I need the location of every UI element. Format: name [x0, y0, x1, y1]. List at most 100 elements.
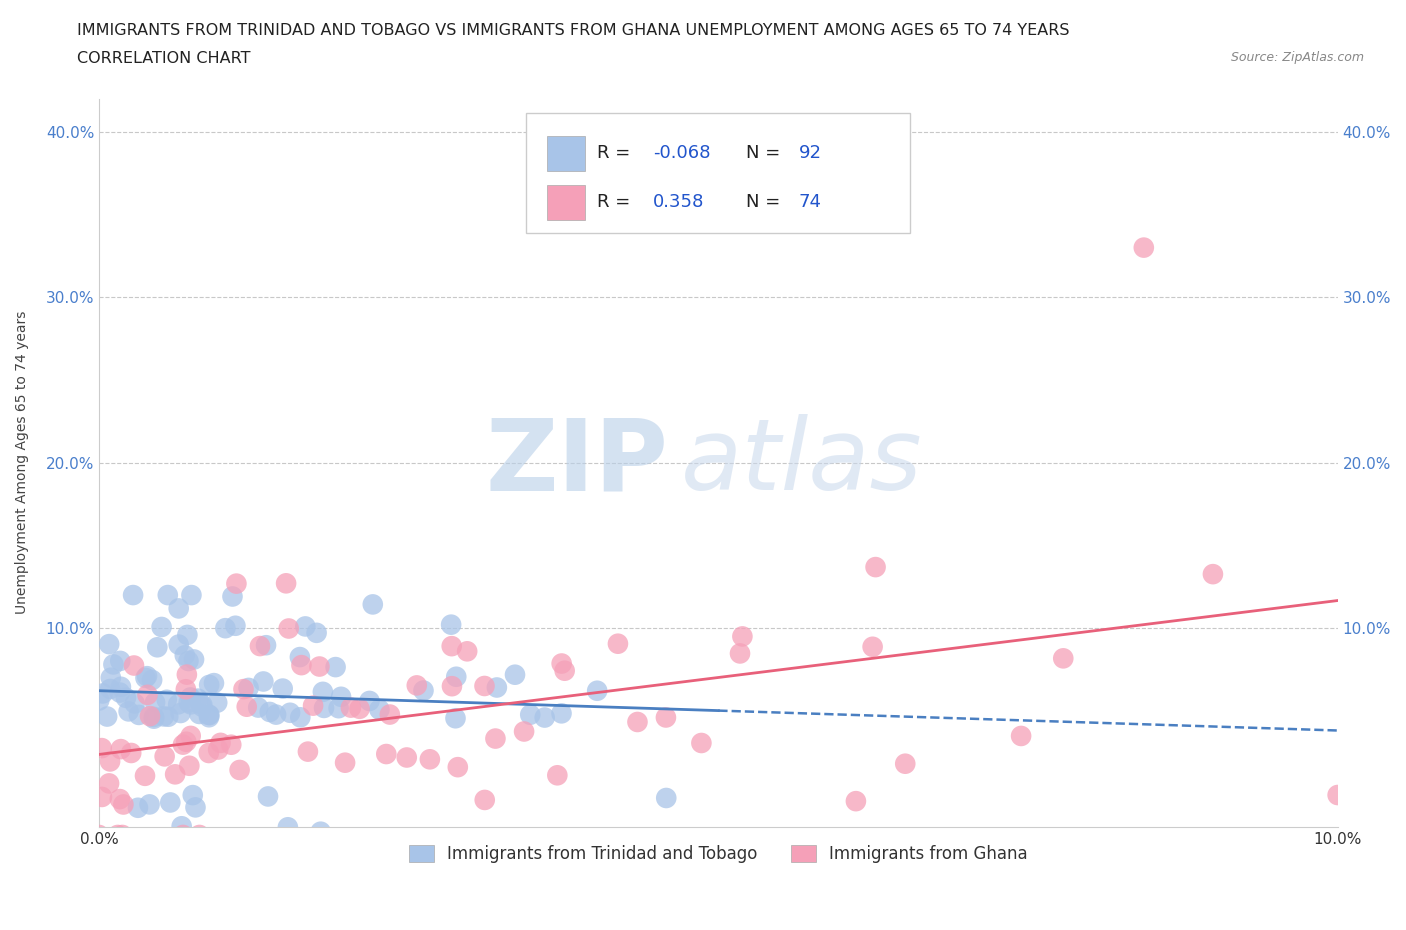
- Point: [412, 684, 434, 698]
- Point: [290, 658, 312, 672]
- Point: [91, 686, 114, 701]
- Point: [395, 751, 418, 765]
- Point: [228, 763, 250, 777]
- Point: [136, 687, 159, 702]
- Point: [115, 690, 138, 705]
- Point: [167, 697, 190, 711]
- Point: [134, 768, 156, 783]
- Point: [179, 758, 201, 773]
- Point: [198, 708, 221, 723]
- Point: [98, 754, 121, 769]
- Point: [277, 820, 299, 835]
- Point: [312, 684, 335, 699]
- Text: -0.068: -0.068: [652, 144, 710, 163]
- Point: [626, 714, 648, 729]
- Point: [546, 768, 568, 783]
- Point: [219, 737, 242, 752]
- Point: [440, 639, 463, 654]
- Point: [485, 680, 508, 695]
- Point: [419, 751, 441, 766]
- Point: [224, 618, 246, 633]
- Point: [169, 706, 191, 721]
- Text: atlas: atlas: [681, 414, 922, 512]
- Point: [152, 709, 174, 724]
- Point: [474, 679, 496, 694]
- Point: [138, 797, 160, 812]
- Point: [309, 824, 332, 839]
- Point: [98, 637, 121, 652]
- Point: [191, 698, 214, 712]
- Text: ZIP: ZIP: [486, 414, 669, 512]
- Point: [122, 658, 145, 673]
- Point: [312, 700, 335, 715]
- Point: [98, 682, 121, 697]
- Point: [197, 746, 219, 761]
- Point: [288, 650, 311, 665]
- Point: [170, 818, 193, 833]
- Point: [1052, 651, 1074, 666]
- Point: [278, 705, 301, 720]
- Point: [98, 776, 121, 790]
- Point: [87, 828, 110, 843]
- Point: [297, 744, 319, 759]
- Point: [110, 742, 132, 757]
- Point: [550, 706, 572, 721]
- Point: [103, 657, 125, 671]
- Point: [359, 694, 381, 709]
- Point: [456, 644, 478, 658]
- Point: [349, 701, 371, 716]
- Point: [89, 693, 111, 708]
- Point: [165, 767, 187, 782]
- Point: [96, 709, 118, 724]
- Point: [180, 697, 202, 711]
- Point: [91, 790, 114, 804]
- Point: [108, 791, 131, 806]
- Text: R =: R =: [598, 144, 636, 163]
- Point: [111, 828, 134, 843]
- Point: [728, 646, 751, 661]
- Point: [198, 710, 221, 724]
- Point: [159, 795, 181, 810]
- Text: 74: 74: [799, 193, 823, 211]
- Point: [731, 629, 754, 644]
- Point: [862, 639, 884, 654]
- Point: [264, 707, 287, 722]
- Point: [176, 667, 198, 682]
- Point: [894, 756, 917, 771]
- Point: [167, 637, 190, 652]
- Point: [184, 800, 207, 815]
- Point: [156, 588, 179, 603]
- Point: [156, 692, 179, 707]
- FancyBboxPatch shape: [526, 113, 910, 233]
- Point: [157, 710, 180, 724]
- Point: [198, 708, 221, 723]
- Point: [176, 628, 198, 643]
- Point: [340, 700, 363, 715]
- Point: [172, 828, 194, 843]
- Point: [328, 700, 350, 715]
- Point: [134, 671, 156, 685]
- Point: [249, 639, 271, 654]
- Point: [302, 698, 325, 713]
- Point: [187, 691, 209, 706]
- Point: [110, 679, 132, 694]
- Point: [141, 672, 163, 687]
- Point: [368, 702, 391, 717]
- Point: [655, 790, 678, 805]
- Y-axis label: Unemployment Among Ages 65 to 74 years: Unemployment Among Ages 65 to 74 years: [15, 311, 30, 615]
- Point: [205, 696, 228, 711]
- Text: CORRELATION CHART: CORRELATION CHART: [77, 51, 250, 66]
- Point: [1010, 728, 1032, 743]
- Point: [308, 659, 330, 674]
- Point: [153, 749, 176, 764]
- Point: [513, 724, 536, 739]
- Point: [107, 828, 129, 843]
- Point: [440, 618, 463, 632]
- Point: [1326, 788, 1348, 803]
- Point: [554, 663, 576, 678]
- Point: [181, 788, 204, 803]
- Point: [124, 696, 146, 711]
- Point: [110, 654, 132, 669]
- Point: [221, 589, 243, 604]
- Point: [519, 708, 541, 723]
